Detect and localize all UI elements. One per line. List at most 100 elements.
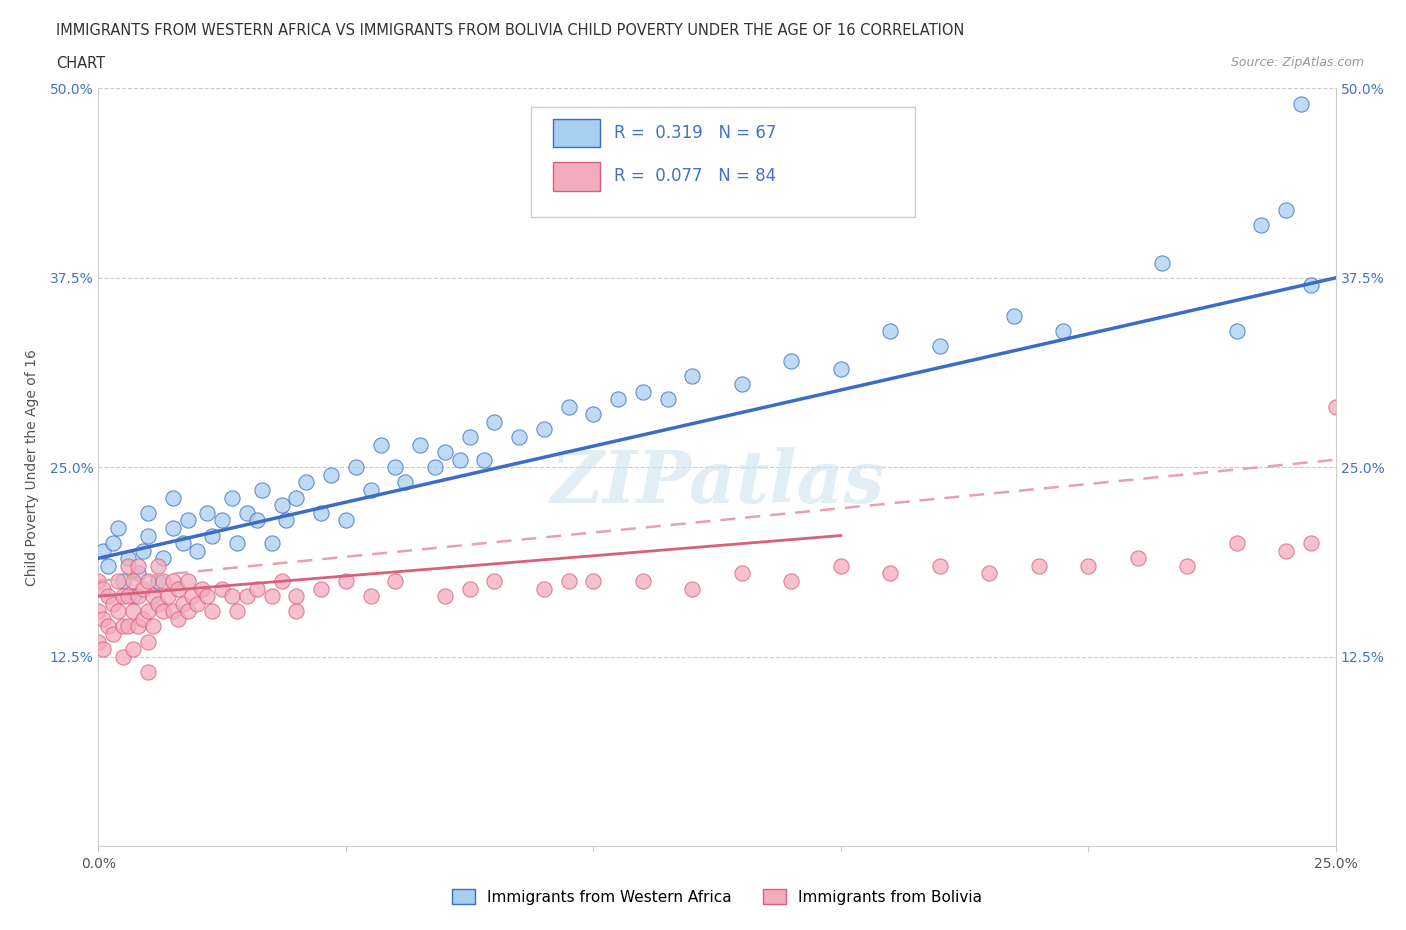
Point bbox=[582, 574, 605, 589]
Point bbox=[97, 558, 120, 573]
Point bbox=[127, 589, 149, 604]
Point bbox=[533, 581, 555, 596]
Point bbox=[1299, 278, 1322, 293]
Point bbox=[201, 604, 224, 618]
Point bbox=[731, 566, 754, 581]
Point bbox=[409, 437, 432, 452]
Point bbox=[122, 604, 145, 618]
Text: CHART: CHART bbox=[56, 56, 105, 71]
Point bbox=[384, 460, 406, 475]
Point bbox=[103, 536, 125, 551]
Text: R =  0.077   N = 84: R = 0.077 N = 84 bbox=[614, 167, 776, 185]
Point bbox=[226, 536, 249, 551]
Point bbox=[146, 558, 169, 573]
Point bbox=[162, 604, 184, 618]
Point bbox=[433, 589, 456, 604]
Point bbox=[780, 353, 803, 368]
Point bbox=[162, 490, 184, 505]
Point bbox=[508, 430, 530, 445]
Point bbox=[557, 399, 579, 414]
Point bbox=[152, 551, 174, 565]
Point bbox=[122, 574, 145, 589]
Point bbox=[146, 596, 169, 611]
Point bbox=[166, 612, 188, 627]
Point bbox=[1289, 96, 1312, 111]
Point bbox=[107, 604, 129, 618]
Point bbox=[979, 566, 1001, 581]
Point bbox=[211, 513, 233, 528]
Point bbox=[172, 596, 194, 611]
Point bbox=[1152, 255, 1174, 270]
Point bbox=[1002, 309, 1025, 324]
Point bbox=[117, 589, 139, 604]
Point bbox=[1077, 558, 1099, 573]
Point bbox=[270, 574, 292, 589]
Point bbox=[117, 558, 139, 573]
Point bbox=[136, 574, 159, 589]
Point bbox=[928, 339, 950, 353]
Point bbox=[309, 505, 332, 520]
Point bbox=[93, 642, 115, 657]
Point bbox=[360, 589, 382, 604]
Point bbox=[246, 513, 269, 528]
Point bbox=[103, 596, 125, 611]
Point bbox=[112, 589, 135, 604]
Point bbox=[97, 619, 120, 634]
Point bbox=[484, 574, 506, 589]
Point bbox=[112, 649, 135, 664]
Point bbox=[152, 604, 174, 618]
Point bbox=[260, 589, 283, 604]
Point bbox=[136, 505, 159, 520]
Point bbox=[162, 521, 184, 536]
Point bbox=[607, 392, 630, 406]
Bar bbox=[553, 162, 599, 191]
Point bbox=[97, 589, 120, 604]
Point bbox=[276, 513, 298, 528]
Point bbox=[181, 589, 204, 604]
Text: IMMIGRANTS FROM WESTERN AFRICA VS IMMIGRANTS FROM BOLIVIA CHILD POVERTY UNDER TH: IMMIGRANTS FROM WESTERN AFRICA VS IMMIGR… bbox=[56, 23, 965, 38]
Point bbox=[236, 589, 259, 604]
Point bbox=[384, 574, 406, 589]
Point bbox=[117, 619, 139, 634]
Point bbox=[731, 377, 754, 392]
Point bbox=[127, 619, 149, 634]
Point bbox=[681, 369, 703, 384]
Point bbox=[533, 422, 555, 437]
Point bbox=[152, 574, 174, 589]
Point bbox=[132, 612, 155, 627]
Point bbox=[1275, 202, 1298, 217]
Point bbox=[657, 392, 679, 406]
Point bbox=[186, 543, 208, 558]
Point bbox=[87, 574, 110, 589]
Point bbox=[394, 475, 416, 490]
Point bbox=[360, 483, 382, 498]
Point bbox=[103, 627, 125, 642]
Point bbox=[1250, 218, 1272, 232]
Point bbox=[260, 536, 283, 551]
Point bbox=[344, 460, 367, 475]
Point bbox=[1175, 558, 1198, 573]
Point bbox=[87, 634, 110, 649]
Text: R =  0.319   N = 67: R = 0.319 N = 67 bbox=[614, 124, 776, 142]
Point bbox=[191, 581, 214, 596]
Point bbox=[93, 612, 115, 627]
Point bbox=[295, 475, 318, 490]
Point bbox=[484, 415, 506, 430]
Point bbox=[285, 604, 308, 618]
Point bbox=[557, 574, 579, 589]
Point bbox=[176, 513, 198, 528]
Point bbox=[136, 665, 159, 680]
Point bbox=[93, 543, 115, 558]
Point bbox=[146, 574, 169, 589]
Point bbox=[211, 581, 233, 596]
Point bbox=[93, 581, 115, 596]
Y-axis label: Child Poverty Under the Age of 16: Child Poverty Under the Age of 16 bbox=[24, 349, 38, 586]
Point bbox=[1275, 543, 1298, 558]
Point bbox=[1226, 536, 1249, 551]
Point bbox=[142, 619, 165, 634]
Point bbox=[136, 528, 159, 543]
Point bbox=[631, 574, 654, 589]
Point bbox=[172, 536, 194, 551]
Point bbox=[631, 384, 654, 399]
Legend: Immigrants from Western Africa, Immigrants from Bolivia: Immigrants from Western Africa, Immigran… bbox=[446, 883, 988, 910]
